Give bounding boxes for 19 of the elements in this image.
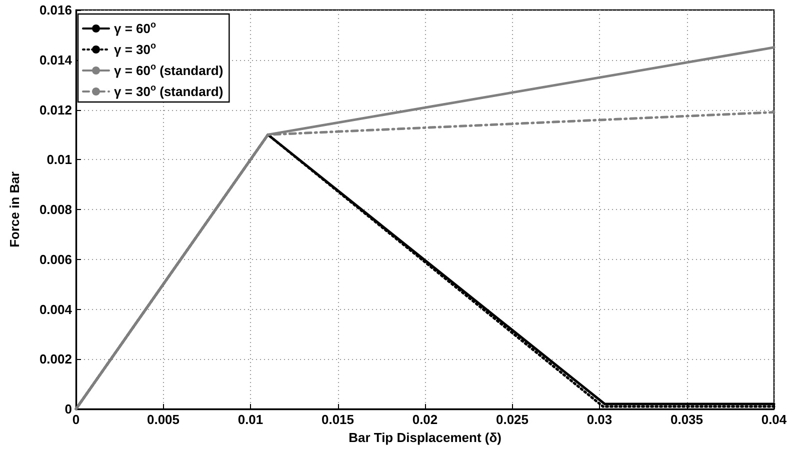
x-tick-label: 0.01 — [238, 412, 264, 427]
y-tick-label: 0.008 — [39, 202, 72, 217]
x-tick-label: 0.04 — [761, 412, 788, 427]
y-tick-label: 0.002 — [39, 352, 72, 367]
x-tick-label: 0.035 — [670, 412, 704, 427]
y-tick-label: 0 — [64, 402, 72, 416]
y-axis-title: Force in Bar — [7, 172, 22, 248]
x-tick-label: 0.005 — [146, 412, 180, 427]
x-axis-title: Bar Tip Displacement (δ) — [348, 430, 502, 445]
x-tick-label: 0.03 — [586, 412, 612, 427]
y-tick-label: 0.012 — [39, 102, 72, 118]
y-tick-label: 0.004 — [39, 302, 73, 317]
y-tick-label: 0.006 — [39, 252, 72, 267]
x-tick-label: 0.025 — [496, 412, 529, 427]
x-tick-label: 0.02 — [412, 412, 438, 427]
y-tick-label: 0.014 — [39, 52, 73, 68]
x-tick-label: 0.015 — [321, 412, 354, 427]
y-tick-label: 0.01 — [46, 152, 72, 168]
y-tick-label: 0.016 — [39, 2, 72, 18]
